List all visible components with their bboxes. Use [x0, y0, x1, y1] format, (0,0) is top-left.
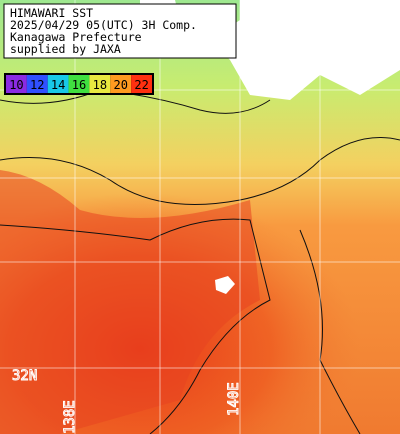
- color-swatch: [131, 75, 152, 93]
- color-swatch: [110, 75, 132, 93]
- color-label: 14: [51, 78, 65, 92]
- color-swatch: [47, 75, 69, 93]
- color-bar: 10 12 14 16 18 20 22: [6, 75, 152, 93]
- land: [210, 0, 400, 100]
- header-line: HIMAWARI SST: [10, 6, 93, 20]
- contour: [0, 137, 400, 205]
- header-line: supplied by JAXA: [10, 42, 121, 56]
- color-swatch: [6, 75, 27, 93]
- contour: [0, 218, 271, 434]
- color-label: 10: [9, 78, 23, 92]
- color-label: 16: [72, 78, 86, 92]
- island: [215, 276, 235, 294]
- color-swatch: [68, 75, 90, 93]
- longitude-label: 140E: [226, 382, 242, 416]
- header-line: Kanagawa Prefecture: [10, 30, 142, 44]
- header-line: 2025/04/29 05(UTC) 3H Comp.: [10, 18, 197, 32]
- longitude-label: 138E: [62, 400, 78, 434]
- color-label: 18: [93, 78, 107, 92]
- contour: [0, 89, 271, 114]
- latitude-label: 32N: [12, 368, 37, 384]
- color-label: 12: [30, 78, 44, 92]
- color-label: 22: [134, 78, 148, 92]
- header-box: [3, 3, 237, 59]
- color-label: 20: [113, 78, 127, 92]
- color-swatch: [26, 75, 48, 93]
- color-swatch: [89, 75, 111, 93]
